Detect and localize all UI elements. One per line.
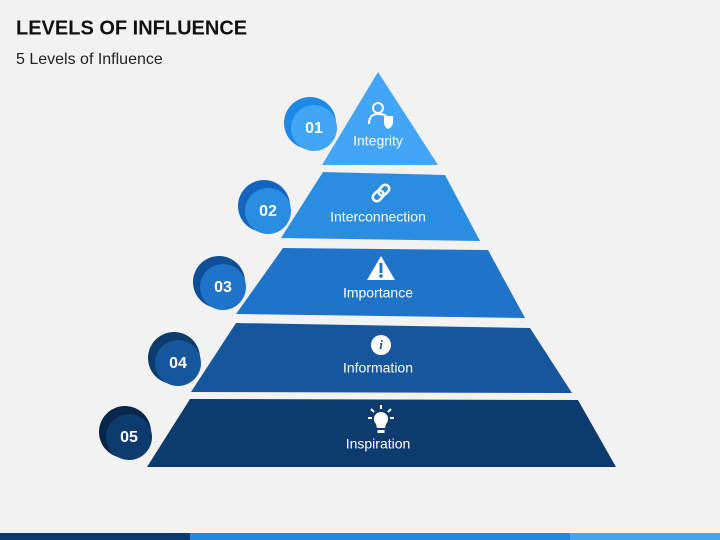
level-label: Inspiration (346, 436, 411, 452)
icon-part (387, 408, 392, 413)
level-icon (367, 256, 395, 280)
level-number: 04 (169, 355, 187, 372)
icon-part (371, 189, 385, 203)
level-number: 03 (214, 279, 232, 296)
icon-part (379, 274, 383, 278)
icon-part (368, 112, 388, 125)
level-number: 05 (120, 429, 138, 446)
icon-part (384, 116, 393, 129)
footer-stripe (0, 533, 190, 540)
pyramid-level (236, 248, 525, 318)
icon-part (377, 430, 385, 433)
level-number: 02 (259, 203, 277, 220)
level-label: Information (343, 360, 413, 376)
level-number: 01 (305, 120, 323, 137)
number-badge (200, 264, 246, 310)
icon-part (371, 335, 391, 355)
icon-part (379, 263, 383, 273)
icon-part (373, 411, 389, 428)
number-badge (106, 414, 152, 460)
footer-stripe (190, 533, 570, 540)
level-icon (371, 183, 391, 203)
level-label: Importance (343, 285, 413, 301)
icon-part: i (379, 337, 383, 352)
number-badge (291, 105, 337, 151)
level-icon (368, 405, 394, 433)
icon-part (370, 408, 375, 413)
level-icon: i (371, 335, 391, 355)
pyramid-level (191, 323, 572, 393)
level-label: Integrity (353, 133, 403, 149)
pyramid: Integrity 01 Interconnection 02 Importance 03… (99, 72, 616, 467)
pyramid-level (281, 172, 480, 241)
level-icon (368, 102, 393, 129)
number-badge (155, 340, 201, 386)
title: LEVELS OF INFLUENCE (16, 17, 247, 39)
icon-part (377, 183, 391, 197)
subtitle: 5 Levels of Influence (16, 51, 163, 68)
number-badge (245, 188, 291, 234)
level-label: Interconnection (330, 209, 426, 225)
pyramid-level (322, 72, 438, 165)
footer-stripe (570, 533, 720, 540)
